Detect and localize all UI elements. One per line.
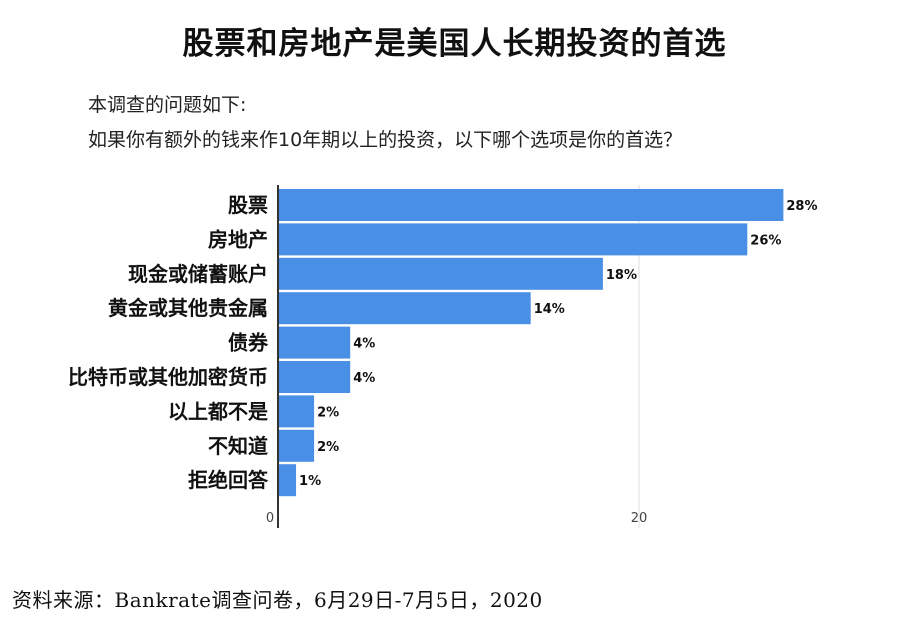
bar	[278, 326, 351, 359]
bars	[278, 189, 784, 497]
category-label: 债券	[228, 331, 269, 355]
value-label: 1%	[299, 474, 321, 489]
value-label: 4%	[353, 371, 375, 386]
bar	[278, 395, 315, 428]
value-label: 2%	[317, 440, 339, 455]
x-axis-ticks: 0 20	[266, 511, 647, 526]
value-label: 18%	[606, 268, 637, 283]
bar	[278, 429, 315, 462]
category-label: 现金或储蓄账户	[128, 262, 268, 286]
value-label: 28%	[786, 199, 817, 214]
category-label: 房地产	[208, 227, 268, 251]
bar-chart: 股票房地产现金或储蓄账户黄金或其他贵金属债券比特币或其他加密货币以上都不是不知道…	[68, 185, 818, 528]
bar	[278, 361, 351, 393]
category-label: 比特币或其他加密货币	[68, 365, 268, 389]
bar	[278, 292, 531, 325]
category-label: 不知道	[208, 434, 268, 458]
x-tick-label: 20	[631, 511, 648, 526]
value-label: 2%	[317, 405, 339, 420]
value-labels: 28% 26% 18% 14% 4% 4% 2% 2% 1%	[299, 199, 817, 489]
category-labels: 股票房地产现金或储蓄账户黄金或其他贵金属债券比特币或其他加密货币以上都不是不知道…	[68, 193, 269, 492]
bar	[278, 464, 297, 497]
category-label: 以上都不是	[168, 399, 268, 423]
question-body: 如果你有额外的钱来作10年期以上的投资，以下哪个选项是你的首选？	[88, 129, 683, 151]
bar	[278, 189, 784, 221]
x-tick-label: 0	[266, 511, 274, 526]
value-label: 4%	[353, 337, 375, 352]
category-label: 黄金或其他贵金属	[108, 296, 268, 320]
category-label: 股票	[228, 193, 268, 217]
value-label: 26%	[750, 233, 781, 248]
source-note: 资料来源：Bankrate调查问卷，6月29日-7月5日，2020	[12, 588, 543, 612]
chart-title: 股票和房地产是美国人长期投资的首选	[182, 26, 727, 62]
bar	[278, 223, 748, 256]
bar	[278, 257, 603, 290]
question-text: 本调查的问题如下: 如果你有额外的钱来作10年期以上的投资，以下哪个选项是你的首…	[88, 88, 682, 158]
category-label: 拒绝回答	[188, 468, 269, 492]
question-intro: 本调查的问题如下:	[88, 94, 247, 116]
value-label: 14%	[534, 302, 565, 317]
